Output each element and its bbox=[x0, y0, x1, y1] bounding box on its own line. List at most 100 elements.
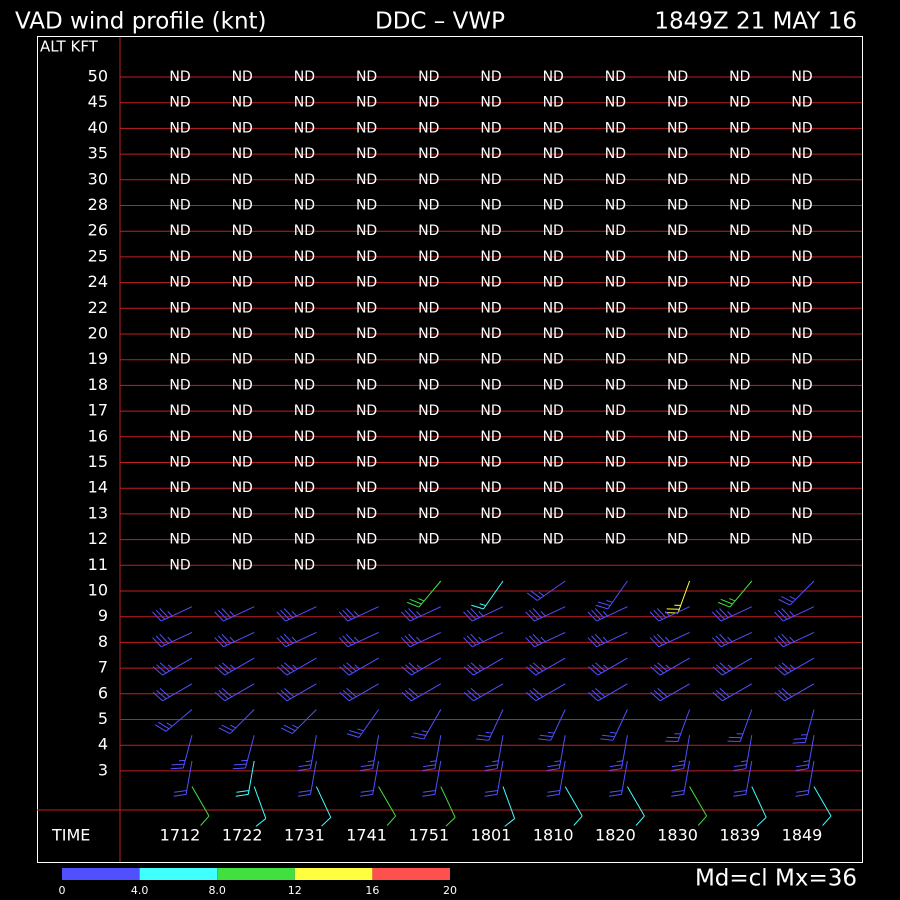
wind-barb bbox=[717, 580, 753, 608]
no-data: ND bbox=[667, 455, 688, 471]
wind-barb bbox=[671, 735, 691, 772]
no-data: ND bbox=[667, 223, 688, 239]
no-data: ND bbox=[418, 120, 439, 136]
no-data: ND bbox=[543, 69, 564, 85]
no-data: ND bbox=[791, 455, 812, 471]
no-data: ND bbox=[543, 120, 564, 136]
wind-barb bbox=[588, 683, 628, 702]
no-data: ND bbox=[791, 300, 812, 316]
no-data: ND bbox=[294, 480, 315, 496]
wind-barb bbox=[463, 631, 504, 648]
no-data: ND bbox=[294, 146, 315, 162]
no-data: ND bbox=[169, 557, 190, 573]
no-data: ND bbox=[729, 455, 750, 471]
no-data: ND bbox=[418, 95, 439, 111]
wind-barb bbox=[253, 786, 267, 827]
no-data: ND bbox=[169, 198, 190, 214]
no-data: ND bbox=[480, 249, 501, 265]
no-data: ND bbox=[667, 532, 688, 548]
no-data: ND bbox=[729, 223, 750, 239]
no-data: ND bbox=[294, 352, 315, 368]
scale-segment bbox=[139, 868, 218, 880]
no-data: ND bbox=[605, 275, 626, 291]
no-data: ND bbox=[356, 275, 377, 291]
no-data: ND bbox=[169, 223, 190, 239]
no-data: ND bbox=[232, 429, 253, 445]
no-data: ND bbox=[543, 146, 564, 162]
time-label: 1849 bbox=[782, 826, 823, 845]
no-data: ND bbox=[356, 506, 377, 522]
no-data: ND bbox=[605, 249, 626, 265]
level-label: 40 bbox=[88, 118, 108, 137]
wind-barb bbox=[711, 631, 753, 648]
no-data: ND bbox=[605, 95, 626, 111]
no-data: ND bbox=[480, 506, 501, 522]
no-data: ND bbox=[605, 146, 626, 162]
no-data: ND bbox=[418, 480, 439, 496]
no-data: ND bbox=[480, 480, 501, 496]
wind-barb bbox=[173, 760, 193, 797]
no-data: ND bbox=[791, 403, 812, 419]
mode-label: Md=cl Mx=36 bbox=[695, 866, 857, 892]
wind-barb bbox=[463, 683, 504, 702]
frame bbox=[37, 36, 863, 863]
no-data: ND bbox=[543, 198, 564, 214]
no-data: ND bbox=[480, 429, 501, 445]
no-data: ND bbox=[356, 557, 377, 573]
scale-label: 12 bbox=[288, 884, 302, 897]
no-data: ND bbox=[543, 275, 564, 291]
no-data: ND bbox=[418, 300, 439, 316]
wind-barb bbox=[401, 657, 442, 676]
no-data: ND bbox=[791, 506, 812, 522]
no-data: ND bbox=[418, 455, 439, 471]
no-data: ND bbox=[543, 300, 564, 316]
no-data: ND bbox=[232, 146, 253, 162]
no-data: ND bbox=[169, 352, 190, 368]
no-data: ND bbox=[294, 557, 315, 573]
no-data: ND bbox=[791, 326, 812, 342]
no-data: ND bbox=[294, 95, 315, 111]
level-label: 11 bbox=[88, 555, 108, 574]
scale-label: 0 bbox=[59, 884, 66, 897]
no-data: ND bbox=[294, 506, 315, 522]
no-data: ND bbox=[356, 223, 377, 239]
wind-barb bbox=[587, 631, 628, 648]
no-data: ND bbox=[791, 429, 812, 445]
wind-barb bbox=[276, 606, 317, 622]
no-data: ND bbox=[294, 429, 315, 445]
wind-barb bbox=[277, 683, 317, 702]
no-data: ND bbox=[418, 326, 439, 342]
wind-barb bbox=[154, 709, 193, 732]
no-data: ND bbox=[232, 557, 253, 573]
wind-barb bbox=[526, 580, 566, 601]
no-data: ND bbox=[667, 120, 688, 136]
time-label: 1801 bbox=[471, 826, 512, 845]
wind-barb bbox=[297, 760, 317, 797]
no-data: ND bbox=[605, 506, 626, 522]
wind-barb bbox=[440, 786, 456, 827]
no-data: ND bbox=[667, 172, 688, 188]
no-data: ND bbox=[729, 300, 750, 316]
no-data: ND bbox=[791, 377, 812, 393]
no-data: ND bbox=[294, 300, 315, 316]
no-data: ND bbox=[543, 172, 564, 188]
level-label: 6 bbox=[98, 683, 108, 702]
no-data: ND bbox=[418, 532, 439, 548]
wind-barb bbox=[733, 760, 753, 797]
no-data: ND bbox=[294, 275, 315, 291]
no-data: ND bbox=[232, 480, 253, 496]
no-data: ND bbox=[791, 95, 812, 111]
time-label: 1820 bbox=[595, 826, 636, 845]
no-data: ND bbox=[480, 223, 501, 239]
level-label: 19 bbox=[88, 349, 108, 368]
level-label: 45 bbox=[88, 92, 108, 111]
wind-barb bbox=[665, 709, 691, 742]
wind-barb bbox=[471, 580, 504, 610]
wind-barb bbox=[587, 606, 628, 622]
no-data: ND bbox=[480, 275, 501, 291]
no-data: ND bbox=[480, 455, 501, 471]
wind-barb bbox=[422, 760, 442, 797]
wind-barb bbox=[214, 606, 255, 622]
